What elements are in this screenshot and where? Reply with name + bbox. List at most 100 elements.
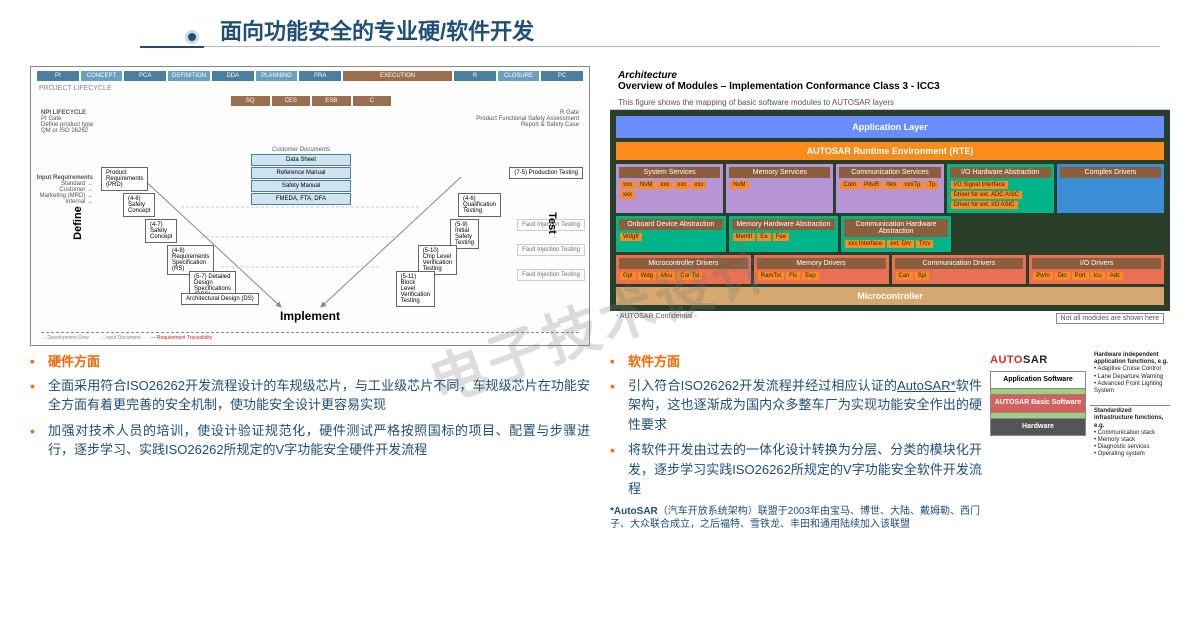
npi-left-block: NPI LIFECYCLE PI Gate Define product typ… (41, 110, 93, 134)
define-label: Define (72, 206, 84, 240)
autosar-module: Gpt (620, 272, 636, 280)
phase-pra: PRA (299, 71, 341, 81)
phase-concept: CONCEPT (81, 71, 123, 81)
autosar-column: Architecture Overview of Modules – Imple… (610, 66, 1170, 346)
phase-pc: PC (541, 71, 583, 81)
lifecycle-phase-bar: PICONCEPTPCADEFINITIONDDAPLANNINGPRAEXEC… (37, 71, 583, 81)
autosar-cell-title: Communication Hardware Abstraction (844, 219, 948, 237)
autosar-module: MemIf (733, 233, 756, 241)
software-section: 软件方面 引入符合ISO26262开发流程并经过相应认证的AutoSAR*软件架… (610, 352, 1170, 531)
pi-gate-desc: Define product type QM or ISO 26262 (41, 122, 93, 134)
autosar-note: Not all modules are shown here (1056, 313, 1164, 324)
stack-app: Application Software (991, 372, 1085, 390)
autosar-module: Spi (915, 272, 930, 280)
input-requirements: Input Requirements Standard →Customer →M… (33, 175, 93, 205)
autosar-module: RamTst (758, 272, 784, 280)
microcontroller-layer: Microcontroller (616, 287, 1164, 305)
implement-label: Implement (280, 309, 340, 323)
phase-planning: PLANNING (256, 71, 298, 81)
phase-execution: EXECUTION (343, 71, 452, 81)
annot-top-title: Hardware independent application functio… (1094, 352, 1170, 366)
autosar-cell-title: Microcontroller Drivers (619, 258, 748, 269)
autosar-cell-title: Onboard Device Abstraction (619, 219, 723, 230)
software-bullets: 引入符合ISO26262开发流程并经过相应认证的AutoSAR*软件架构，这也逐… (610, 376, 982, 499)
hardware-bullets: 全面采用符合ISO26262开发流程设计的车规级芯片，与工业级芯片不同，车规级芯… (30, 376, 590, 460)
autosar-cell: Microcontroller DriversGptWdgMcuCor Tst (616, 255, 751, 284)
customer-doc-box: Safety Manual (251, 180, 351, 192)
diagram-row: PICONCEPTPCADEFINITIONDDAPLANNINGPRAEXEC… (0, 54, 1200, 346)
autosar-cell-title: Memory Services (729, 167, 830, 178)
autosar-cell-title: Communication Drivers (895, 258, 1024, 269)
customer-doc-box: FMEDA, FTA, DFA (251, 193, 351, 205)
phase-definition: DEFINITION (168, 71, 210, 81)
autosar-cell-title: Memory Hardware Abstraction (732, 219, 836, 230)
software-title: 软件方面 (624, 352, 982, 372)
annot-bot-title: Standardized infrastructure functions, e… (1094, 408, 1170, 430)
customer-doc-box: Data Sheet (251, 154, 351, 166)
customer-docs-group: Customer Documents Data SheetReference M… (251, 147, 351, 206)
annot-item: • Adaptive Cruise Control (1094, 366, 1170, 373)
autosar-mini-diagram: AUTOSAR Application Software AUTOSAR Bas… (990, 352, 1170, 531)
autosar-module: Trcv (916, 240, 933, 248)
v-model-diagram: PICONCEPTPCADEFINITIONDDAPLANNINGPRAEXEC… (30, 66, 590, 346)
autosar-header-bold: Overview of Modules – Implementation Con… (618, 81, 940, 92)
autosar-cell-title: I/O Drivers (1032, 258, 1161, 269)
phase-dda: DDA (212, 71, 254, 81)
autosar-cell: Communication DriversCanSpi (892, 255, 1027, 284)
autosar-module: Adc (1107, 272, 1123, 280)
software-text: 软件方面 引入符合ISO26262开发流程并经过相应认证的AutoSAR*软件架… (610, 352, 982, 531)
project-lifecycle-label: PROJECT LIFECYCLE (39, 85, 581, 92)
autosar-module: Fee (773, 233, 789, 241)
annot-item: • Lane Departure Warning (1094, 374, 1170, 381)
text-row: 硬件方面 全面采用符合ISO26262开发流程设计的车规级芯片，与工业级芯片不同… (0, 346, 1200, 531)
autosar-logo: AUTOSAR (990, 352, 1086, 369)
autosar-module: NvM (730, 181, 748, 189)
autosar-header: Architecture Overview of Modules – Imple… (610, 66, 1170, 96)
autosar-module: Eep (802, 272, 819, 280)
annot-item: • Memory stack (1094, 437, 1170, 444)
v-right-box: (5-11) Block Level Verification Testing (396, 271, 435, 307)
autosar-cell-title: System Services (619, 167, 720, 178)
subphase-sq: SQ (231, 96, 270, 106)
software-bullet: 引入符合ISO26262开发流程并经过相应认证的AutoSAR*软件架构，这也逐… (624, 376, 982, 435)
phase-closure: CLOSURE (498, 71, 540, 81)
phase-pca: PCA (124, 71, 166, 81)
r-gate-desc: Product Functional Safety Assessment Rep… (459, 116, 579, 128)
autosar-module: xxx (620, 181, 635, 189)
autosar-module: PduR (861, 181, 882, 189)
autosar-cell: Communication ServicesComPduRNmxxxTpTp (836, 164, 943, 213)
phase-r: R (454, 71, 496, 81)
autosar-footer: - AUTOSAR Confidential - Not all modules… (610, 311, 1170, 326)
autosar-diagram: Architecture Overview of Modules – Imple… (610, 66, 1170, 346)
arch-design-box: Architectural Design (DS) (181, 293, 259, 305)
autosar-cell: Onboard Device AbstractionWdgIf (616, 216, 726, 252)
autosar-module: NvM (637, 181, 655, 189)
hardware-bullet: 加强对技术人员的培训，使设计验证规范化，硬件测试严格按照国标的项目、配置与步骤进… (44, 421, 590, 460)
autosar-cell-title: Memory Drivers (757, 258, 886, 269)
annot-bottom: Standardized infrastructure functions, e… (1090, 405, 1170, 458)
v-left-box: (4-6) Safety Concept (123, 193, 155, 217)
autosar-cell: Communication Hardware Abstractionxxx In… (841, 216, 951, 252)
v-left-box: (4-7) Safety Concept (145, 219, 177, 243)
autosar-annotations: Hardware independent application functio… (1090, 352, 1170, 458)
autosar-header-italic: Architecture (618, 70, 677, 81)
autosar-cell-title: I/O Hardware Abstraction (950, 167, 1051, 178)
autosar-module: Dio (1055, 272, 1070, 280)
subphase-esb: ESB (312, 96, 351, 106)
title-underline (140, 46, 1160, 47)
fault-injection-2: Fault Injection Testing (517, 244, 585, 256)
autosar-cell: Memory Hardware AbstractionMemIfEaFee (729, 216, 839, 252)
v-right-box: (4-6) Qualification Testing (458, 193, 501, 217)
customer-doc-box: Reference Manual (251, 167, 351, 179)
autosar-module: Nm (884, 181, 899, 189)
hardware-section: 硬件方面 全面采用符合ISO26262开发流程设计的车规级芯片，与工业级芯片不同… (30, 352, 590, 531)
autosar-cell: I/O Hardware AbstractionI/O Signal Inter… (947, 164, 1054, 213)
application-layer: Application Layer (616, 116, 1164, 138)
rte-layer: AUTOSAR Runtime Environment (RTE) (616, 142, 1164, 160)
autosar-module: Tp (925, 181, 938, 189)
autosar-module: xxxTp (901, 181, 923, 189)
input-item: Internal → (33, 199, 93, 205)
autosar-row-abstraction: Onboard Device AbstractionWdgIf Memory Ha… (616, 216, 1164, 252)
legend-row: → Development Flow→ Input Document— Requ… (41, 332, 579, 341)
fault-injection-3: Fault Injection Testing (517, 269, 585, 281)
